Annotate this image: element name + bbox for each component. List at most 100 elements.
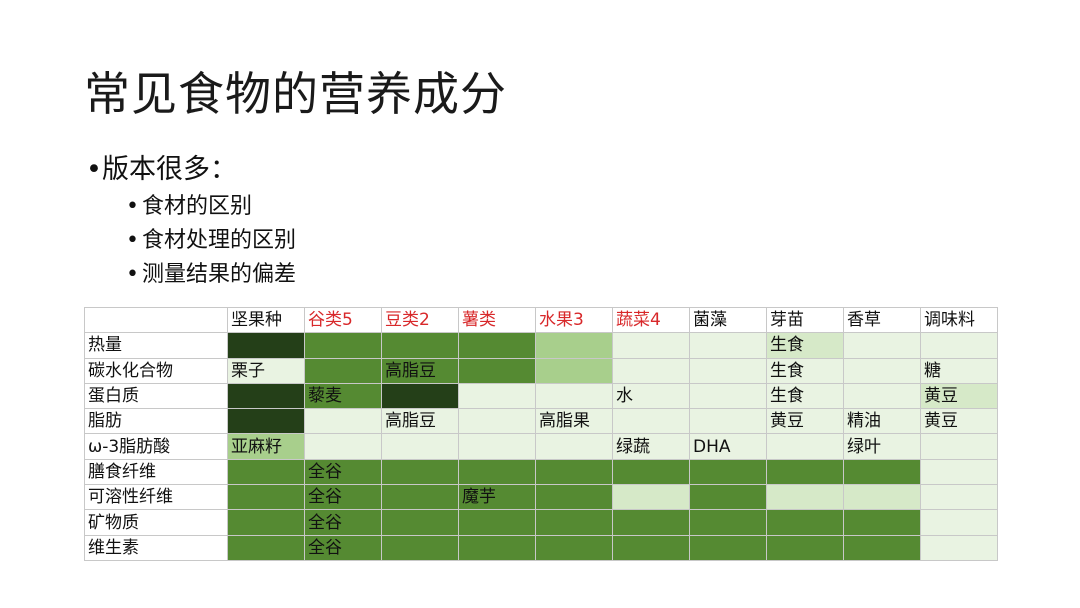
table-cell <box>227 382 305 410</box>
table-cell: 藜麦 <box>304 382 382 410</box>
row-label: 矿物质 <box>84 509 228 536</box>
table-cell <box>381 458 459 486</box>
bullet-main: •版本很多： <box>86 150 296 190</box>
table-cell <box>458 382 536 410</box>
table-cell: 生食 <box>766 357 844 384</box>
table-cell: 绿蔬 <box>612 433 690 460</box>
sub-bullet-2: • 食材处理的区别 <box>126 224 296 258</box>
sub-bullet-text: 测量结果的偏差 <box>142 262 297 287</box>
table-header-row: 坚果种 谷类5 豆类2 薯类 水果3 蔬菜4 菌藻 芽苗 香草 调味料 <box>84 306 998 334</box>
column-header: 香草 <box>843 306 921 334</box>
row-label: 可溶性纤维 <box>84 484 228 511</box>
sub-bullet-1: • 食材的区别 <box>126 190 296 224</box>
bullet-main-text: 版本很多： <box>102 154 237 185</box>
table-row: 维生素 全谷 <box>84 534 998 561</box>
table-cell <box>381 509 459 536</box>
row-label: 热量 <box>84 332 228 359</box>
row-label: ω-3脂肪酸 <box>84 433 228 460</box>
table-cell: 高脂果 <box>535 408 613 435</box>
table-cell: 全谷 <box>304 458 382 486</box>
table-cell <box>689 408 767 435</box>
row-label: 蛋白质 <box>84 382 228 410</box>
row-label: 脂肪 <box>84 408 228 435</box>
table-cell <box>920 433 998 460</box>
table-cell <box>612 534 690 561</box>
table-row: 蛋白质 藜麦 水 生食 黄豆 <box>84 382 998 410</box>
nutrition-table: 坚果种 谷类5 豆类2 薯类 水果3 蔬菜4 菌藻 芽苗 香草 调味料 热量 生食 碳水化合物 栗子 高脂豆… <box>84 306 998 561</box>
table-cell <box>458 458 536 486</box>
table-cell <box>689 509 767 536</box>
table-cell <box>304 408 382 435</box>
table-cell: 生食 <box>766 332 844 359</box>
table-row: 脂肪 高脂豆 高脂果 黄豆 精油 黄豆 <box>84 408 998 435</box>
table-cell <box>612 458 690 486</box>
table-cell <box>920 484 998 511</box>
table-cell <box>689 534 767 561</box>
table-cell <box>458 433 536 460</box>
table-cell: 糖 <box>920 357 998 384</box>
table-cell <box>381 433 459 460</box>
sub-bullet-text: 食材的区别 <box>142 194 253 219</box>
table-cell <box>381 534 459 561</box>
table-cell: 黄豆 <box>766 408 844 435</box>
column-header: 水果3 <box>535 306 613 334</box>
table-cell <box>381 484 459 511</box>
table-cell <box>227 534 305 561</box>
sub-bullet-3: • 测量结果的偏差 <box>126 258 296 292</box>
table-cell <box>227 509 305 536</box>
table-cell <box>689 332 767 359</box>
table-cell <box>535 382 613 410</box>
row-label: 维生素 <box>84 534 228 561</box>
table-cell: 精油 <box>843 408 921 435</box>
table-cell <box>458 408 536 435</box>
table-cell <box>535 458 613 486</box>
table-cell <box>458 534 536 561</box>
table-cell <box>227 332 305 359</box>
table-cell: 生食 <box>766 382 844 410</box>
column-header: 豆类2 <box>381 306 459 334</box>
table-row: 热量 生食 <box>84 332 998 359</box>
table-cell <box>612 484 690 511</box>
table-cell: 水 <box>612 382 690 410</box>
table-cell <box>843 382 921 410</box>
table-cell <box>535 332 613 359</box>
table-cell: 魔芋 <box>458 484 536 511</box>
header-corner <box>84 306 228 334</box>
table-cell <box>535 484 613 511</box>
column-header: 菌藻 <box>689 306 767 334</box>
table-cell <box>612 408 690 435</box>
table-cell: 绿叶 <box>843 433 921 460</box>
sub-bullet-text: 食材处理的区别 <box>142 228 297 253</box>
bullet-dot-icon: • <box>126 262 139 287</box>
bullet-dot-icon: • <box>86 154 102 185</box>
table-cell: 亚麻籽 <box>227 433 305 460</box>
table-cell <box>843 534 921 561</box>
table-cell <box>920 332 998 359</box>
table-cell: 全谷 <box>304 484 382 511</box>
table-cell <box>535 534 613 561</box>
table-cell <box>304 357 382 384</box>
table-cell <box>843 357 921 384</box>
table-row: 可溶性纤维 全谷 魔芋 <box>84 484 998 511</box>
table-cell <box>612 509 690 536</box>
table-cell <box>458 509 536 536</box>
table-cell: DHA <box>689 433 767 460</box>
table-cell <box>304 433 382 460</box>
bullet-dot-icon: • <box>126 194 139 219</box>
table-cell <box>535 509 613 536</box>
table-cell <box>766 433 844 460</box>
table-cell <box>458 357 536 384</box>
table-cell <box>843 332 921 359</box>
table-row: 矿物质 全谷 <box>84 509 998 536</box>
table-cell <box>535 357 613 384</box>
table-cell: 黄豆 <box>920 408 998 435</box>
table-cell <box>920 534 998 561</box>
column-header: 谷类5 <box>304 306 382 334</box>
table-cell <box>227 484 305 511</box>
table-cell <box>766 509 844 536</box>
table-cell: 全谷 <box>304 534 382 561</box>
bullet-list: •版本很多： • 食材的区别 • 食材处理的区别 • 测量结果的偏差 <box>86 150 296 292</box>
table-cell <box>689 458 767 486</box>
table-cell <box>458 332 536 359</box>
table-cell <box>689 357 767 384</box>
